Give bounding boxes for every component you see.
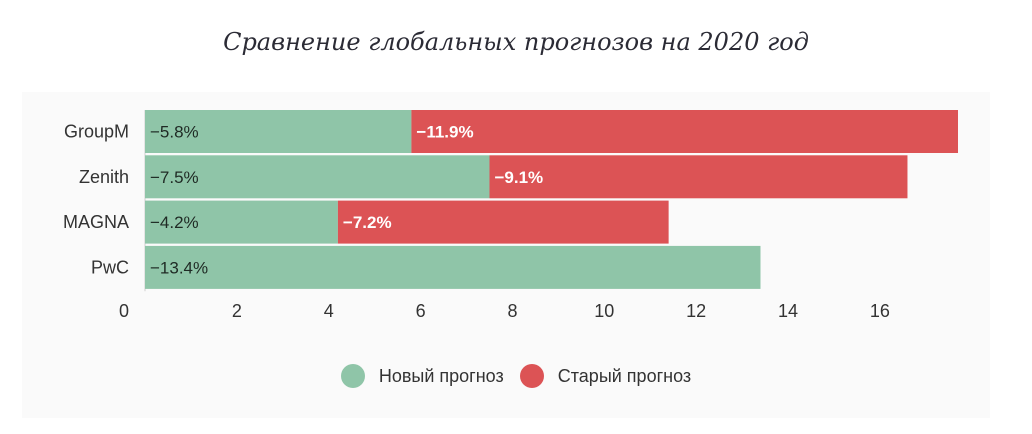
x-tick-label-12: 12 [686, 301, 706, 321]
data-label-groupm-old: −11.9% [416, 123, 473, 142]
data-label-zenith-old: −9.1% [494, 168, 543, 187]
bar-groupm-old [411, 110, 959, 153]
bar-zenith-new [145, 155, 490, 199]
bar-magna-new [145, 200, 338, 244]
bar-pwc-new [145, 245, 761, 289]
data-label-zenith-new: −7.5% [150, 168, 199, 187]
data-label-pwc-new: −13.4% [150, 258, 208, 277]
legend-swatch-new [340, 364, 365, 388]
chart-title: Сравнение глобальных прогнозов на 2020 г… [223, 28, 809, 56]
data-label-magna-old: −7.2% [343, 213, 392, 232]
legend-label-new: Новый прогноз [378, 365, 504, 386]
bar-magna-old [337, 200, 669, 244]
x-tick-label-4: 4 [324, 301, 334, 321]
x-tick-label-10: 10 [594, 301, 614, 321]
x-tick-label-8: 8 [507, 301, 517, 321]
x-tick-label-2: 2 [232, 301, 242, 321]
x-tick-label-0: 0 [119, 301, 129, 321]
x-tick-label-16: 16 [870, 301, 890, 321]
data-label-magna-new: −4.2% [150, 213, 199, 232]
bar-zenith-old [489, 155, 908, 199]
legend: Новый прогноз Старый прогноз [0, 364, 1032, 388]
category-label-pwc: PwC [91, 257, 129, 277]
category-label-zenith: Zenith [79, 167, 129, 187]
bar-groupm-new [145, 110, 412, 153]
x-tick-label-14: 14 [778, 301, 798, 321]
legend-item-old[interactable]: Старый прогноз [519, 364, 692, 388]
x-tick-label-6: 6 [416, 301, 426, 321]
category-label-magna: MAGNA [63, 212, 129, 232]
category-label-groupm: GroupM [64, 122, 129, 142]
legend-item-new[interactable]: Новый прогноз [340, 364, 504, 388]
data-label-groupm-new: −5.8% [150, 123, 199, 142]
legend-swatch-old [519, 364, 544, 388]
legend-label-old: Старый прогноз [557, 365, 692, 386]
